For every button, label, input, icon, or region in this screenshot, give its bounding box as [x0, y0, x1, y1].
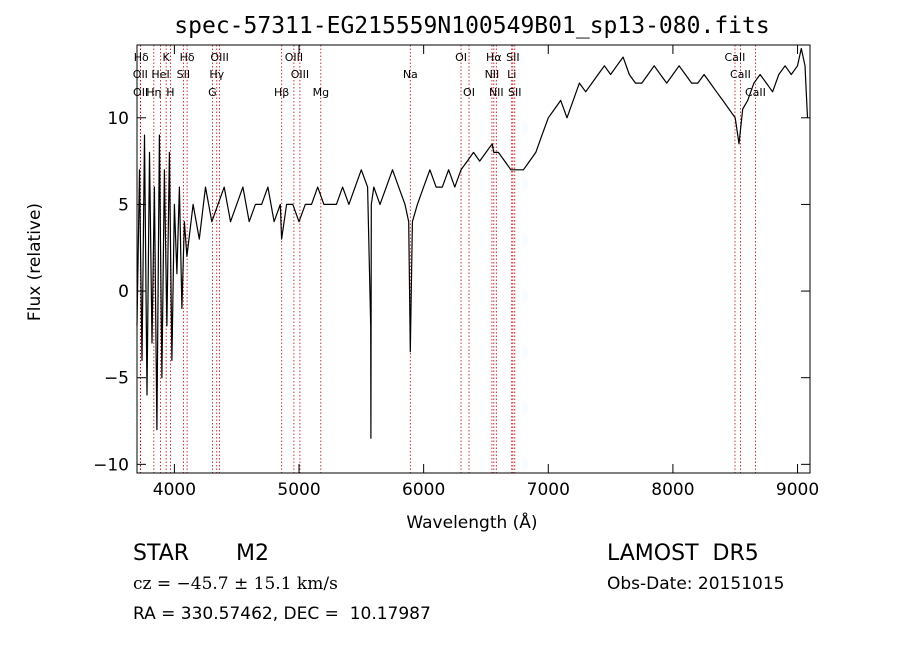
x-tick-label-4: 8000 [651, 480, 694, 500]
x-tick-label-1: 5000 [277, 480, 320, 500]
line-id-label-20: H [166, 86, 174, 99]
line-id-label-23: Mg [313, 86, 329, 99]
object-class: STAR [133, 541, 190, 566]
chart-title: spec-57311-EG215559N100549B01_sp13-080.f… [174, 13, 769, 39]
line-id-label-6: Hα [486, 51, 502, 64]
line-id-label-0: Hδ [134, 51, 149, 64]
y-tick-label-0: −10 [93, 455, 129, 475]
line-id-label-25: NII [489, 86, 504, 99]
line-id-label-22: Hβ [274, 86, 289, 99]
line-id-label-14: Na [403, 68, 418, 81]
y-tick-label-2: 0 [118, 282, 129, 302]
line-id-label-5: OI [455, 51, 467, 64]
x-tick-label-0: 4000 [153, 480, 196, 500]
line-id-label-21: G [208, 86, 217, 99]
spectrum-line [136, 47, 809, 439]
coordinates: RA = 330.57462, DEC = 10.17987 [133, 604, 431, 624]
line-id-label-26: SII [508, 86, 521, 99]
x-axis-label: Wavelength (Å) [406, 511, 537, 533]
plot-frame [136, 44, 811, 474]
velocity-readout: cz = −45.7 ± 15.1 km/s [133, 574, 338, 594]
line-id-label-3: OIII [210, 51, 228, 64]
x-tick-label-3: 7000 [527, 480, 570, 500]
line-id-label-15: NII [485, 68, 500, 81]
y-tick-label-1: −5 [104, 369, 129, 389]
x-axis-ticks: 4000 5000 6000 7000 8000 9000 [153, 45, 819, 500]
survey-label: LAMOST DR5 [607, 541, 759, 566]
line-id-label-9: OII [133, 68, 148, 81]
line-id-label-16: Li [507, 68, 516, 81]
line-id-label-12: Hγ [209, 68, 224, 81]
line-id-label-10: HeI [151, 68, 169, 81]
line-id-label-13: OIII [291, 68, 309, 81]
x-tick-label-5: 9000 [776, 480, 819, 500]
line-id-label-19: Hη [146, 86, 161, 99]
line-id-label-7: SII [506, 51, 519, 64]
line-id-label-8: CaII [725, 51, 746, 64]
observation-date: Obs-Date: 20151015 [607, 574, 785, 594]
line-id-label-27: CaII [745, 86, 766, 99]
emission-line-labels: Hδ K Hδ OIII OIII OI Hα SII CaII OII HeI SII Hγ OIII N… [133, 51, 766, 99]
x-tick-label-2: 6000 [402, 480, 445, 500]
line-id-label-1: K [163, 51, 171, 64]
line-id-label-4: OIII [285, 51, 303, 64]
line-id-label-2: Hδ [180, 51, 195, 64]
y-axis-label: Flux (relative) [25, 203, 45, 321]
line-id-label-24: OI [463, 86, 475, 99]
y-axis-ticks: −10 −5 0 5 10 [93, 109, 810, 475]
object-subclass: M2 [236, 541, 269, 566]
line-id-label-17: CaII [730, 68, 751, 81]
y-tick-label-4: 10 [107, 109, 129, 129]
emission-line-markers [139, 45, 756, 473]
line-id-label-11: SII [177, 68, 190, 81]
y-tick-label-3: 5 [118, 195, 129, 215]
